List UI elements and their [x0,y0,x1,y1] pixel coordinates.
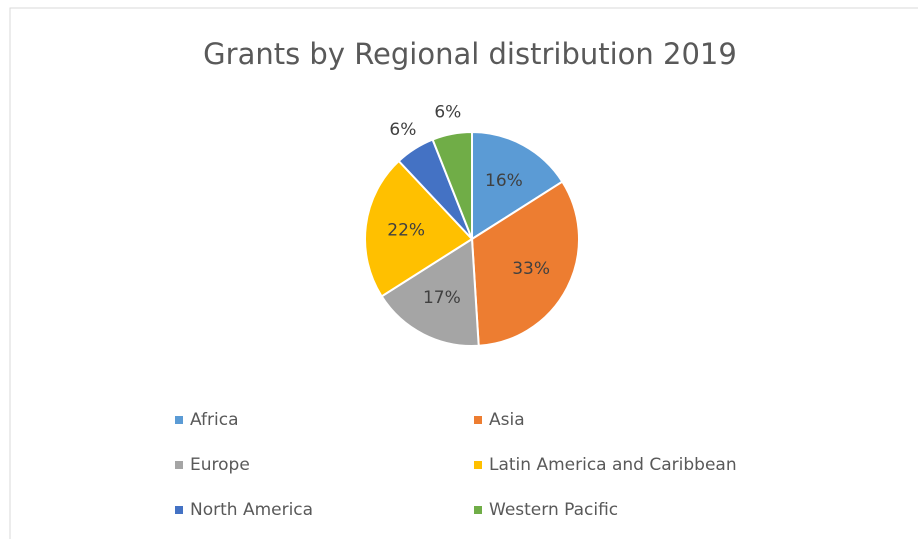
data-label: 22% [387,221,425,241]
legend-label: Africa [190,410,239,430]
legend-label: Western Pacific [489,500,618,520]
legend-swatch [474,416,482,424]
data-label: 6% [434,102,461,122]
legend-label: Latin America and Caribbean [489,455,737,475]
data-label: 17% [423,288,461,308]
legend-label: North America [190,500,313,520]
pie-slice [380,237,480,347]
legend-swatch [175,461,183,469]
legend-swatch [175,416,183,424]
data-label: 33% [512,259,550,279]
legend-swatch [474,461,482,469]
legend-label: Europe [190,455,250,475]
pie-slice [431,130,473,240]
legend-label: Asia [489,410,525,430]
legend-swatch [474,506,482,514]
legend-swatch [175,506,183,514]
pie-slice [471,130,564,241]
data-label: 6% [389,120,416,140]
pie-slice [470,180,580,347]
chart-title: Grants by Regional distribution 2019 [203,37,737,71]
pie-slice [364,159,474,298]
data-label: 16% [485,171,523,191]
